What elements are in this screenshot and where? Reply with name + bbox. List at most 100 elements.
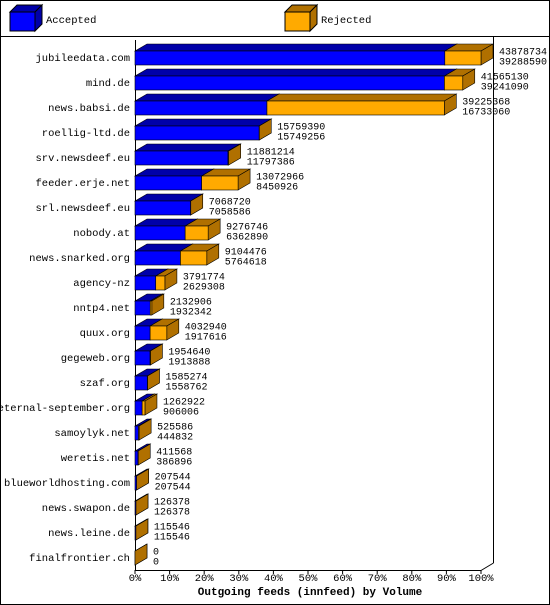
x-axis-title: Outgoing feeds (innfeed) by Volume <box>198 587 423 599</box>
accepted-bar <box>134 400 143 416</box>
rejected-bar-side <box>135 493 149 516</box>
total-label: 2132906 <box>170 298 212 309</box>
rejected-bar <box>149 300 153 316</box>
y-tick-label: feeder.erje.net <box>35 178 130 190</box>
accepted-bar <box>134 200 191 216</box>
accepted-label: 15749256 <box>277 133 325 144</box>
y-tick-label: mind.de <box>86 78 130 90</box>
total-label: 1585274 <box>166 373 208 384</box>
total-label: 115546 <box>154 523 190 534</box>
accepted-label: 1913888 <box>168 358 210 369</box>
accepted-bar-top <box>133 43 458 52</box>
legend-label: Accepted <box>46 15 96 27</box>
rejected-bar-top <box>265 93 458 102</box>
x-tick-label: 100% <box>468 573 494 585</box>
rejected-bar-side <box>134 543 148 566</box>
total-label: 4032940 <box>185 323 227 334</box>
y-tick-label: blueworldhosting.com <box>4 478 130 490</box>
y-tick-label: agency-nz <box>73 278 130 290</box>
rejected-bar <box>444 50 482 66</box>
accepted-label: 8450926 <box>256 183 298 194</box>
accepted-bar-top <box>133 93 281 102</box>
x-tick-label: 50% <box>299 573 319 585</box>
y-tick-label: nntp4.net <box>73 303 130 315</box>
accepted-bar <box>134 50 446 66</box>
rejected-bar <box>149 325 168 341</box>
rejected-bar <box>266 100 445 116</box>
accepted-bar <box>134 250 181 266</box>
rejected-bar <box>180 250 208 266</box>
accepted-label: 1932342 <box>170 308 212 319</box>
accepted-bar <box>134 100 268 116</box>
y-tick-label: news.leine.de <box>48 528 130 540</box>
accepted-label: 386896 <box>156 458 192 469</box>
y-tick-label: news.babsi.de <box>48 103 130 115</box>
total-label: 11881214 <box>247 148 295 159</box>
total-label: 207544 <box>155 473 191 484</box>
rejected-bar <box>227 150 229 166</box>
accepted-label: 1917616 <box>185 333 227 344</box>
total-label: 39225368 <box>462 98 510 109</box>
accepted-label: 906006 <box>163 408 199 419</box>
rejected-bar <box>141 400 146 416</box>
accepted-label: 2629308 <box>183 283 225 294</box>
accepted-bar-top <box>133 143 242 152</box>
x-tick-label: 70% <box>368 573 388 585</box>
accepted-bar <box>134 150 229 166</box>
rejected-bar-side <box>135 518 149 541</box>
x-tick-label: 80% <box>402 573 422 585</box>
rejected-bar <box>184 225 209 241</box>
accepted-label: 7058586 <box>209 208 251 219</box>
accepted-label: 39241090 <box>481 83 529 94</box>
x-tick-label: 20% <box>195 573 215 585</box>
total-label: 15759390 <box>277 123 325 134</box>
total-label: 525586 <box>157 423 193 434</box>
accepted-label: 16733060 <box>462 108 510 119</box>
y-tick-label: szaf.org <box>80 378 130 390</box>
accepted-bar <box>134 325 151 341</box>
total-label: 13072966 <box>256 173 304 184</box>
y-tick-label: news.snarked.org <box>29 253 130 265</box>
x-tick-label: 40% <box>264 573 284 585</box>
accepted-bar <box>134 225 186 241</box>
total-label: 7068720 <box>209 198 251 209</box>
rejected-bar <box>444 75 464 91</box>
accepted-bar <box>134 350 151 366</box>
total-label: 126378 <box>154 498 190 509</box>
y-tick-label: finalfrontier.ch <box>29 553 130 565</box>
y-tick-label: samoylyk.net <box>54 428 130 440</box>
accepted-bar-top <box>133 68 458 77</box>
accepted-label: 11797386 <box>247 158 295 169</box>
rejected-bar-side <box>136 468 149 491</box>
y-tick-label: eternal-september.org <box>0 403 130 415</box>
accepted-bar-top <box>133 118 273 127</box>
y-tick-label: nobody.at <box>73 228 130 240</box>
x-tick-label: 0% <box>129 573 142 585</box>
accepted-bar <box>134 300 151 316</box>
y-tick-label: srl.newsdeef.eu <box>35 203 130 215</box>
x-tick-label: 60% <box>333 573 353 585</box>
accepted-bar <box>134 175 202 191</box>
accepted-bar <box>134 375 148 391</box>
y-tick-label: gegeweb.org <box>61 353 130 365</box>
x-tick-label: 10% <box>160 573 180 585</box>
rejected-bar <box>138 425 140 441</box>
accepted-label: 126378 <box>154 508 190 519</box>
accepted-bar <box>134 425 139 441</box>
total-label: 9276746 <box>226 223 268 234</box>
accepted-label: 207544 <box>155 483 191 494</box>
y-tick-label: jubileedata.com <box>35 53 130 65</box>
accepted-bar <box>134 75 445 91</box>
accepted-bar <box>134 125 260 141</box>
rejected-bar <box>155 275 166 291</box>
accepted-bar-top <box>133 168 215 177</box>
total-label: 3791774 <box>183 273 225 284</box>
legend-swatch <box>9 11 36 32</box>
y-tick-label: weretis.net <box>61 453 130 465</box>
y-tick-label: srv.newsdeef.eu <box>35 153 130 165</box>
x-tick-label: 30% <box>229 573 249 585</box>
total-label: 41565130 <box>481 73 529 84</box>
accepted-label: 115546 <box>154 533 190 544</box>
rejected-bar <box>201 175 239 191</box>
